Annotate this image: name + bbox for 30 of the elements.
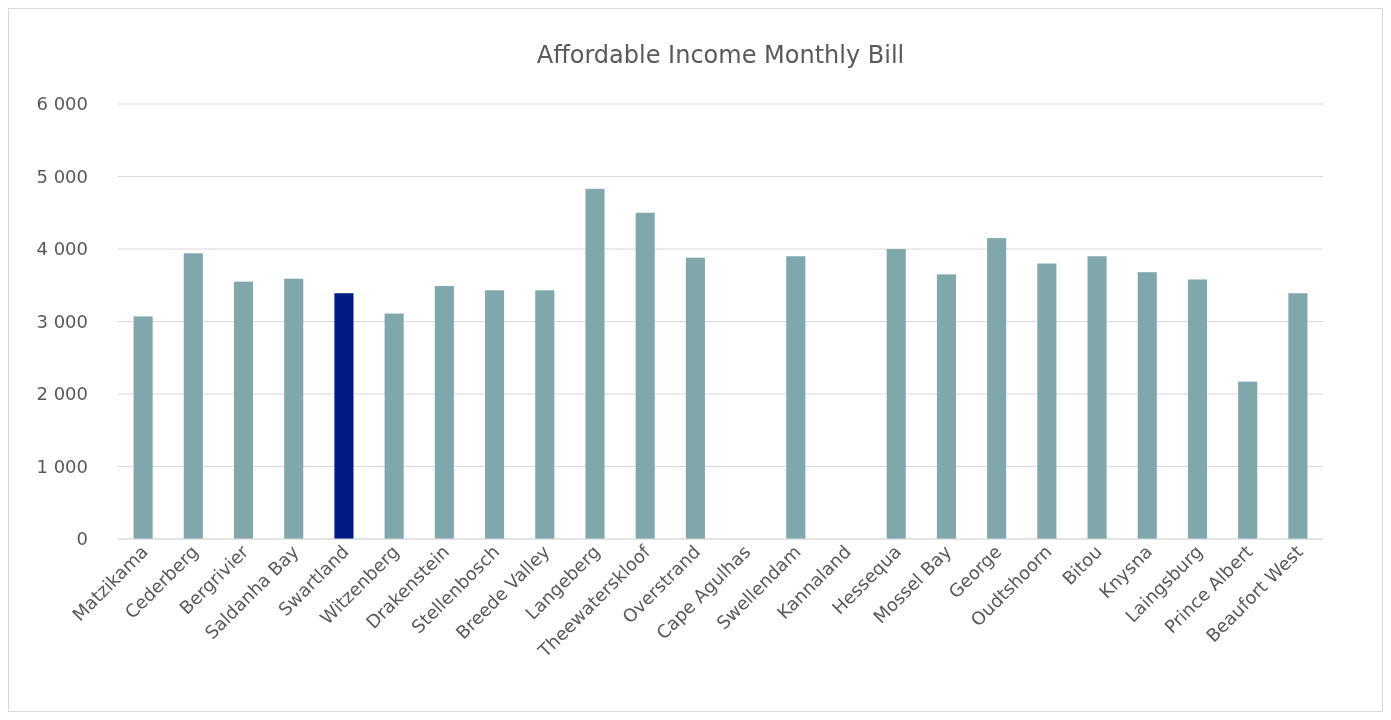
bar bbox=[936, 274, 956, 539]
bar bbox=[334, 293, 354, 539]
y-tick-label: 6 000 bbox=[36, 93, 88, 115]
y-tick-label: 4 000 bbox=[36, 238, 88, 260]
bar bbox=[987, 238, 1007, 539]
bar bbox=[183, 253, 203, 539]
bar bbox=[1288, 293, 1308, 539]
bar bbox=[384, 313, 404, 539]
chart-title: Affordable Income Monthly Bill bbox=[536, 41, 905, 69]
bar bbox=[434, 285, 454, 539]
bar bbox=[786, 256, 806, 539]
bar bbox=[585, 188, 605, 539]
bar bbox=[1238, 381, 1258, 539]
y-tick-label: 5 000 bbox=[36, 165, 88, 187]
y-tick-label: 3 000 bbox=[36, 310, 88, 332]
bar bbox=[635, 212, 655, 539]
bar bbox=[1137, 272, 1157, 539]
bar bbox=[535, 290, 555, 539]
y-tick-label: 2 000 bbox=[36, 383, 88, 405]
bar bbox=[685, 257, 705, 539]
bar bbox=[1187, 279, 1208, 539]
y-tick-label: 0 bbox=[76, 528, 88, 550]
bar bbox=[133, 316, 153, 539]
bar bbox=[233, 281, 254, 539]
y-tick-label: 1 000 bbox=[36, 455, 88, 477]
bar bbox=[886, 249, 906, 539]
bar bbox=[284, 278, 304, 539]
bar bbox=[485, 290, 505, 539]
bar bbox=[1087, 256, 1107, 539]
bar bbox=[1037, 263, 1057, 539]
